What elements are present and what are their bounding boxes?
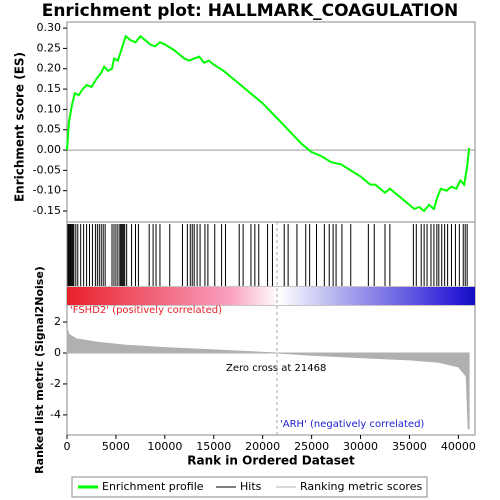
y-tick-label: 0.30: [37, 21, 62, 34]
x-tick-label: 10000: [147, 440, 182, 453]
x-tick-label: 35000: [392, 440, 427, 453]
y-tick-label: 0.15: [37, 82, 62, 95]
y-tick-label: 2: [54, 315, 61, 328]
x-tick-label: 5000: [102, 440, 130, 453]
x-tick-label: 0: [64, 440, 71, 453]
y-tick-label: 0.00: [37, 143, 62, 156]
x-tick-label: 25000: [294, 440, 329, 453]
x-tick-label: 20000: [245, 440, 280, 453]
y-tick-label: -0.05: [33, 163, 61, 176]
annotation: 'ARH' (negatively correlated): [280, 419, 424, 430]
y-axis-label: Enrichment score (ES): [13, 52, 27, 202]
y-tick-label: 0.10: [37, 102, 62, 115]
y-tick-label: 0.20: [37, 62, 62, 75]
x-tick-label: 15000: [196, 440, 231, 453]
y-tick-label: -0.10: [33, 184, 61, 197]
metric-area: [66, 328, 470, 430]
legend-label: Enrichment profile: [102, 480, 204, 493]
y-tick-label: 0.25: [37, 41, 62, 54]
y-tick-label: -4: [50, 408, 61, 421]
es-line: [66, 34, 471, 213]
annotation: 'FSHD2' (positively correlated): [70, 305, 222, 316]
y-tick-label: -2: [50, 377, 61, 390]
annotation: Zero cross at 21468: [226, 363, 326, 374]
chart-title: Enrichment plot: HALLMARK_COAGULATION: [42, 1, 459, 21]
x-tick-label: 40000: [441, 440, 476, 453]
x-axis-label: Rank in Ordered Dataset: [187, 454, 355, 468]
y-tick-label: -0.15: [33, 204, 61, 217]
legend-label: Hits: [240, 480, 262, 493]
frame: [66, 21, 476, 436]
legend-label: Ranking metric scores: [300, 480, 422, 493]
x-tick-label: 30000: [343, 440, 378, 453]
y-tick-label: 0: [54, 346, 61, 359]
legend: [71, 476, 428, 498]
color-bar: [67, 287, 475, 305]
y-axis-label: Ranked list metric (Signal2Noise): [33, 266, 46, 474]
y-tick-label: 0.05: [37, 123, 62, 136]
